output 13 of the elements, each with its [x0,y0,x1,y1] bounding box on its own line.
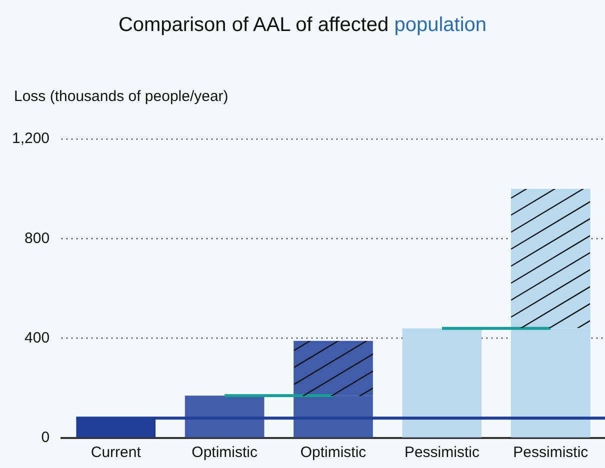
x-tick-label: Optimistic [300,444,367,462]
x-tick-label: Pessimistic [513,444,589,462]
x-tick-label: Current [90,444,142,462]
y-tick-label: 400 [24,329,50,346]
bar [184,396,264,438]
y-tick-label: 1,200 [12,130,50,148]
chart-title: Comparison of AAL of affected population [118,14,487,36]
y-axis-title: Loss (thousands of people/year) [14,88,228,105]
x-tick-label: Pessimistic [404,444,480,462]
bar [402,328,482,438]
y-tick-label: 0 [41,429,50,446]
x-tick-label: Optimistic [192,444,258,462]
y-tick-label: 800 [24,230,50,247]
